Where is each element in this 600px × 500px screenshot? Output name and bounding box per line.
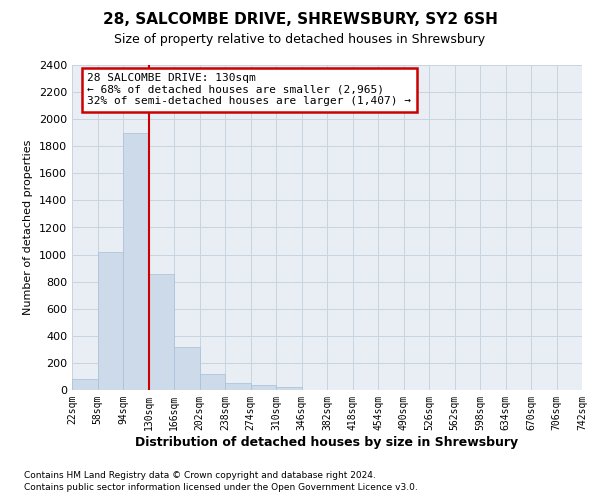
Y-axis label: Number of detached properties: Number of detached properties: [23, 140, 34, 315]
Bar: [149, 274, 174, 390]
Text: 28, SALCOMBE DRIVE, SHREWSBURY, SY2 6SH: 28, SALCOMBE DRIVE, SHREWSBURY, SY2 6SH: [103, 12, 497, 28]
Bar: [174, 346, 199, 390]
Bar: [123, 132, 149, 390]
Bar: [72, 379, 97, 390]
Text: Contains HM Land Registry data © Crown copyright and database right 2024.: Contains HM Land Registry data © Crown c…: [24, 471, 376, 480]
Bar: [276, 388, 302, 390]
Text: 28 SALCOMBE DRIVE: 130sqm
← 68% of detached houses are smaller (2,965)
32% of se: 28 SALCOMBE DRIVE: 130sqm ← 68% of detac…: [88, 73, 412, 106]
X-axis label: Distribution of detached houses by size in Shrewsbury: Distribution of detached houses by size …: [136, 436, 518, 448]
Bar: [251, 386, 276, 390]
Bar: [97, 252, 123, 390]
Bar: [225, 383, 251, 390]
Text: Contains public sector information licensed under the Open Government Licence v3: Contains public sector information licen…: [24, 484, 418, 492]
Text: Size of property relative to detached houses in Shrewsbury: Size of property relative to detached ho…: [115, 32, 485, 46]
Bar: [199, 374, 225, 390]
